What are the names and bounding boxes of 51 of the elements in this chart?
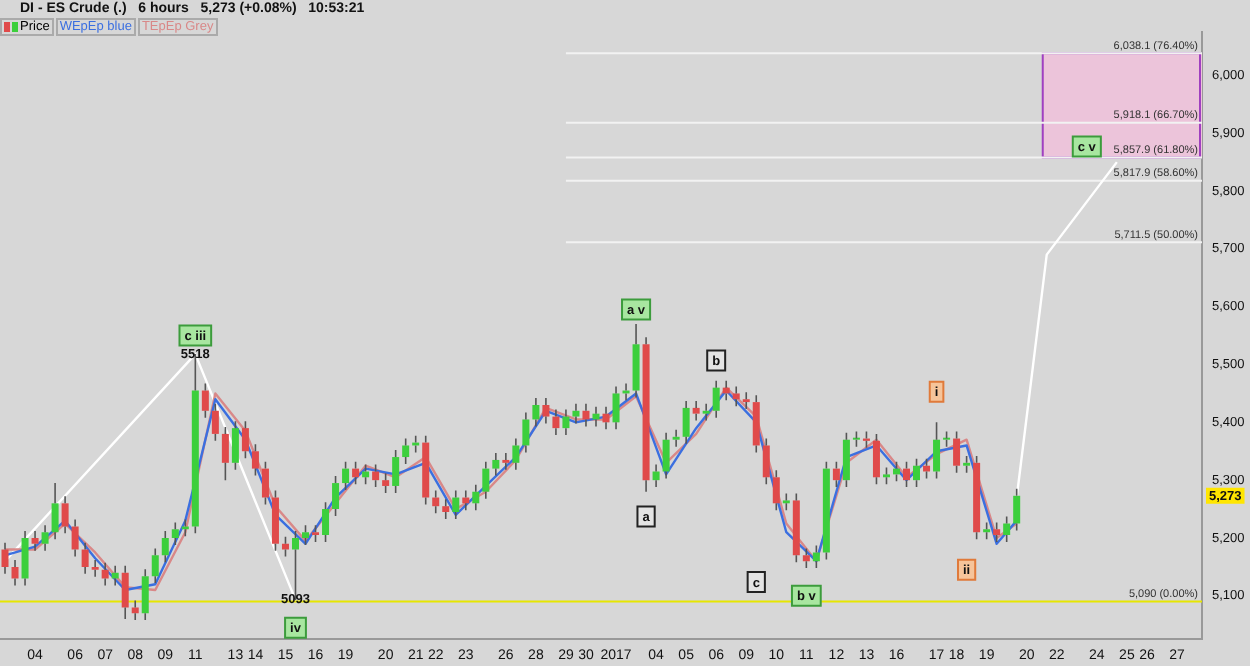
candlestick — [442, 498, 450, 520]
candlestick — [652, 463, 660, 488]
candlestick — [702, 403, 710, 422]
candlestick — [121, 564, 129, 620]
candlestick — [81, 541, 89, 575]
candlestick — [101, 562, 109, 587]
candlestick — [502, 452, 510, 471]
candlestick — [542, 397, 550, 425]
candlestick — [552, 408, 560, 436]
candlestick — [682, 400, 690, 445]
candlestick — [562, 408, 570, 436]
candlestick — [61, 495, 69, 535]
candlestick — [762, 437, 770, 486]
candlestick — [11, 559, 19, 587]
candlestick — [221, 426, 229, 481]
candlestick — [602, 405, 610, 431]
candlestick — [522, 411, 530, 454]
candlestick — [432, 489, 440, 514]
candlestick — [512, 437, 520, 471]
candlestick — [1, 541, 9, 575]
candlestick — [712, 379, 720, 419]
candlestick — [612, 385, 620, 431]
candlestick — [51, 482, 59, 540]
candlestick — [151, 547, 159, 584]
candlestick — [742, 391, 750, 410]
candlestick — [71, 518, 79, 558]
candlestick — [642, 336, 650, 493]
candlestick — [772, 469, 780, 512]
candlestick — [41, 524, 49, 552]
candlestick — [422, 434, 430, 506]
candlestick — [672, 429, 680, 448]
candlestick — [131, 599, 139, 621]
candlestick — [662, 431, 670, 480]
candlestick — [482, 460, 490, 500]
candlestick — [933, 421, 941, 480]
candlestick — [21, 530, 29, 587]
candlestick — [472, 484, 480, 512]
candlestick — [492, 452, 500, 477]
candlestick — [532, 397, 540, 428]
candlestick — [141, 568, 149, 621]
candlestick — [692, 400, 700, 422]
candlestick — [452, 489, 460, 520]
candlestick — [582, 403, 590, 428]
candlestick — [31, 530, 39, 552]
candlestick — [171, 521, 179, 546]
candlestick — [572, 403, 580, 425]
candlestick — [732, 385, 740, 407]
candlestick — [91, 559, 99, 578]
candlestick — [161, 530, 169, 564]
candlestick — [752, 394, 760, 454]
candlestick — [632, 323, 640, 399]
